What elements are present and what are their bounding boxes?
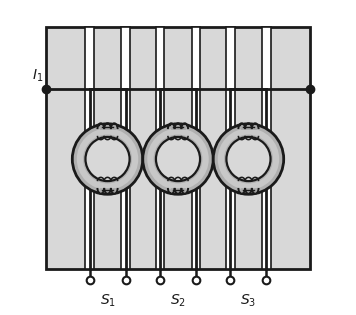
Circle shape: [156, 137, 200, 181]
Circle shape: [72, 124, 143, 194]
Text: $I_1$: $I_1$: [32, 68, 43, 84]
Bar: [226, 27, 235, 269]
Bar: [85, 27, 94, 269]
Circle shape: [143, 124, 213, 194]
Bar: [46, 27, 310, 269]
Circle shape: [226, 137, 271, 181]
Bar: [262, 27, 271, 269]
Text: $S_3$: $S_3$: [240, 292, 257, 309]
Text: $S_2$: $S_2$: [170, 292, 186, 309]
Circle shape: [213, 124, 284, 194]
Text: $S_1$: $S_1$: [100, 292, 116, 309]
Circle shape: [85, 137, 130, 181]
Bar: [192, 27, 200, 269]
Bar: [156, 27, 164, 269]
Bar: [121, 27, 130, 269]
